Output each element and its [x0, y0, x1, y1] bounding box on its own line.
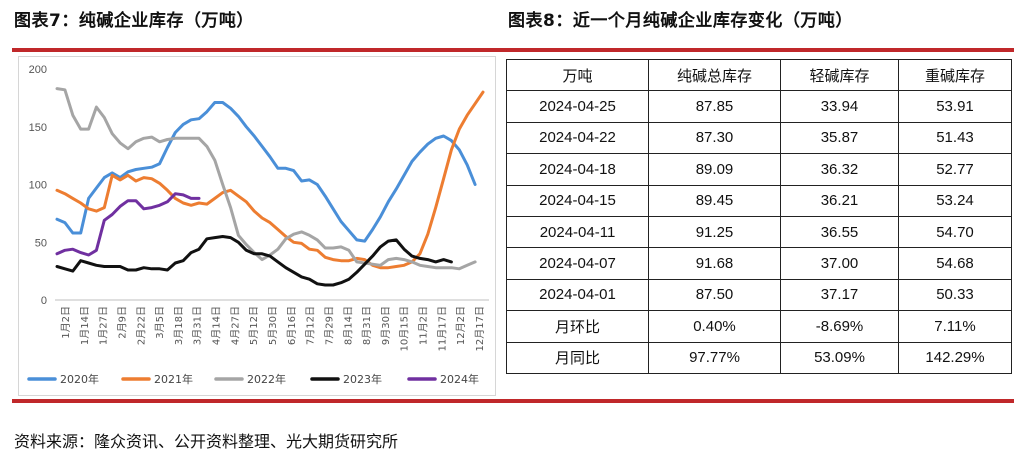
heavy-value: 53.91	[898, 90, 1012, 123]
total-value: 91.25	[648, 215, 781, 249]
light-value: 36.32	[780, 153, 899, 186]
inventory-table-wrapper: 万吨 纯碱总库存 轻碱库存 重碱库存 2024-04-25 87.85 33.94 5…	[506, 58, 1012, 374]
total-value: 87.85	[648, 90, 781, 123]
row-label: 月同比	[506, 341, 649, 374]
legend-label: 2024年	[440, 372, 479, 386]
x-tick-label: 2月9日	[116, 306, 128, 339]
x-tick-label: 5月30日	[267, 306, 279, 345]
x-tick-label: 11月17日	[436, 306, 448, 351]
light-value: 35.87	[780, 121, 899, 155]
header-total: 纯碱总库存	[648, 58, 781, 92]
light-value: 36.21	[780, 184, 899, 217]
x-tick-label: 12月2日	[455, 306, 467, 345]
row-label: 2024-04-01	[506, 278, 649, 312]
x-tick-label: 2月22日	[135, 306, 147, 345]
x-tick-label: 3月18日	[173, 306, 185, 345]
series-line-2024年	[55, 192, 201, 257]
total-value: 89.09	[648, 153, 781, 186]
total-value: 87.50	[648, 278, 781, 312]
row-label: 2024-04-25	[506, 90, 649, 123]
heavy-value: 53.24	[898, 184, 1012, 217]
x-tick-label: 7月12日	[305, 306, 317, 345]
x-tick-label: 7月29日	[323, 306, 335, 345]
table-row: 月环比 0.40% -8.69% 7.11%	[506, 310, 1012, 343]
x-tick-label: 11月2日	[418, 306, 430, 345]
table-row: 2024-04-01 87.50 37.17 50.33	[506, 278, 1012, 312]
legend-label: 2021年	[154, 372, 193, 386]
y-tick-label: 150	[29, 122, 47, 134]
table-row: 2024-04-11 91.25 36.55 54.70	[506, 215, 1012, 249]
y-tick-label: 0	[41, 295, 47, 307]
x-tick-label: 8月14日	[342, 306, 354, 345]
top-divider	[12, 48, 1014, 52]
heavy-value: 54.70	[898, 215, 1012, 249]
total-value: 87.30	[648, 121, 781, 155]
light-value: 37.17	[780, 278, 899, 312]
y-tick-label: 50	[35, 237, 47, 249]
inventory-chart: 0 50 100 150 200 1月2日 1月14日 1月27日 2月9日 2月22日 3月5日 3…	[18, 56, 496, 396]
heavy-value: 142.29%	[898, 341, 1012, 374]
table-title: 图表8：近一个月纯碱企业库存变化（万吨）	[508, 11, 853, 31]
bottom-divider	[12, 399, 1014, 403]
header-light: 轻碱库存	[780, 58, 899, 92]
light-value: 36.55	[780, 215, 899, 249]
x-tick-label: 3月31日	[192, 306, 204, 345]
heavy-value: 52.77	[898, 153, 1012, 186]
inventory-table: 万吨 纯碱总库存 轻碱库存 重碱库存 2024-04-25 87.85 33.94 5…	[506, 58, 1012, 374]
x-tick-label: 1月2日	[60, 306, 72, 339]
x-tick-label: 4月14日	[211, 306, 223, 345]
x-tick-label: 5月12日	[248, 306, 260, 345]
total-value: 0.40%	[648, 310, 781, 343]
light-value: 33.94	[780, 90, 899, 123]
x-tick-label: 12月17日	[474, 306, 486, 351]
light-value: 53.09%	[780, 341, 899, 374]
header-unit: 万吨	[506, 58, 649, 92]
series-line-2020年	[55, 101, 477, 243]
table-row: 2024-04-18 89.09 36.32 52.77	[506, 153, 1012, 186]
header-heavy: 重碱库存	[898, 58, 1012, 92]
chart-title: 图表7：纯碱企业库存（万吨）	[14, 11, 254, 31]
legend-label: 2020年	[60, 372, 99, 386]
table-row: 2024-04-07 91.68 37.00 54.68	[506, 247, 1012, 280]
x-tick-label: 6月16日	[286, 306, 298, 345]
row-label: 2024-04-11	[506, 215, 649, 249]
x-tick-label: 10月15日	[399, 306, 411, 351]
inventory-chart-svg: 0 50 100 150 200 1月2日 1月14日 1月27日 2月9日 2月22日 3月5日 3…	[27, 64, 489, 386]
legend-label: 2022年	[247, 372, 286, 386]
table-row: 2024-04-22 87.30 35.87 51.43	[506, 121, 1012, 155]
series-line-2021年	[55, 90, 485, 270]
total-value: 91.68	[648, 247, 781, 280]
heavy-value: 7.11%	[898, 310, 1012, 343]
total-value: 97.77%	[648, 341, 781, 374]
table-row: 2024-04-25 87.85 33.94 53.91	[506, 90, 1012, 123]
total-value: 89.45	[648, 184, 781, 217]
light-value: -8.69%	[780, 310, 899, 343]
row-label: 2024-04-22	[506, 121, 649, 155]
light-value: 37.00	[780, 247, 899, 280]
heavy-value: 51.43	[898, 121, 1012, 155]
row-label: 月环比	[506, 310, 649, 343]
y-tick-label: 200	[29, 64, 47, 76]
heavy-value: 50.33	[898, 278, 1012, 312]
series-line-2022年	[55, 87, 477, 271]
table-row: 2024-04-15 89.45 36.21 53.24	[506, 184, 1012, 217]
x-tick-label: 8月31日	[361, 306, 373, 345]
table-row: 月同比 97.77% 53.09% 142.29%	[506, 341, 1012, 374]
row-label: 2024-04-15	[506, 184, 649, 217]
table-header-row: 万吨 纯碱总库存 轻碱库存 重碱库存	[506, 58, 1012, 92]
row-label: 2024-04-18	[506, 153, 649, 186]
source-note: 资料来源：隆众资讯、公开资料整理、光大期货研究所	[14, 432, 399, 451]
x-tick-label: 1月14日	[79, 306, 91, 345]
y-tick-label: 100	[29, 180, 47, 192]
x-tick-label: 3月5日	[154, 306, 166, 339]
series-line-2023年	[55, 235, 453, 287]
x-tick-label: 1月27日	[98, 306, 110, 345]
x-tick-label: 9月30日	[380, 306, 392, 345]
heavy-value: 54.68	[898, 247, 1012, 280]
x-tick-label: 4月27日	[229, 306, 241, 345]
legend-label: 2023年	[343, 372, 382, 386]
row-label: 2024-04-07	[506, 247, 649, 280]
